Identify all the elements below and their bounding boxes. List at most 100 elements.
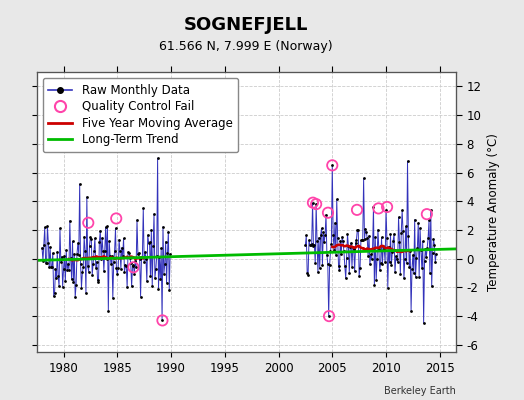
Point xyxy=(88,272,96,278)
Point xyxy=(325,313,333,319)
Point xyxy=(74,251,83,258)
Point xyxy=(338,234,346,240)
Point xyxy=(155,253,163,260)
Point xyxy=(378,260,387,267)
Point xyxy=(364,253,372,259)
Point xyxy=(403,158,412,164)
Point xyxy=(381,259,389,266)
Point xyxy=(44,239,52,246)
Point xyxy=(45,264,53,270)
Point xyxy=(129,262,138,268)
Point xyxy=(48,264,56,270)
Point xyxy=(303,270,311,276)
Point xyxy=(356,264,364,271)
Point xyxy=(156,276,165,282)
Point xyxy=(314,234,323,241)
Point xyxy=(359,175,368,181)
Point xyxy=(408,266,416,272)
Point xyxy=(363,235,372,241)
Point xyxy=(389,238,397,244)
Point xyxy=(149,243,157,249)
Point xyxy=(410,270,418,276)
Point xyxy=(312,201,320,207)
Point xyxy=(428,283,436,290)
Point xyxy=(430,242,439,248)
Point xyxy=(316,232,325,238)
Point xyxy=(387,262,396,268)
Point xyxy=(308,240,316,247)
Point xyxy=(310,241,319,248)
Point xyxy=(71,294,80,300)
Point xyxy=(330,247,339,253)
Point xyxy=(145,239,154,245)
Point xyxy=(376,260,385,267)
Point xyxy=(402,260,411,266)
Point xyxy=(369,204,378,210)
Point xyxy=(78,269,86,276)
Point xyxy=(429,250,437,256)
Point xyxy=(102,224,110,230)
Point xyxy=(136,256,144,263)
Point xyxy=(348,263,356,270)
Point xyxy=(313,238,321,244)
Point xyxy=(366,261,374,268)
Point xyxy=(305,241,314,248)
Point xyxy=(136,293,145,300)
Point xyxy=(86,234,95,240)
Point xyxy=(115,236,123,243)
Point xyxy=(91,235,99,242)
Point xyxy=(407,307,416,314)
Point xyxy=(423,245,431,251)
Point xyxy=(351,268,359,274)
Point xyxy=(324,313,333,319)
Point xyxy=(148,283,157,289)
Point xyxy=(49,293,58,300)
Point xyxy=(396,270,405,277)
Point xyxy=(107,261,115,267)
Point xyxy=(413,244,421,251)
Point xyxy=(141,249,149,255)
Point xyxy=(322,212,330,218)
Point xyxy=(324,210,332,216)
Point xyxy=(301,242,310,248)
Point xyxy=(166,251,174,258)
Point xyxy=(101,248,109,254)
Point xyxy=(98,234,106,241)
Point xyxy=(150,211,158,217)
Point xyxy=(112,215,121,222)
Point xyxy=(419,320,428,326)
Point xyxy=(113,271,122,278)
Point xyxy=(81,248,89,254)
Point xyxy=(100,268,108,274)
Point xyxy=(432,251,440,257)
Point xyxy=(414,220,422,226)
Point xyxy=(47,264,55,270)
Point xyxy=(367,251,375,258)
Point xyxy=(128,263,137,270)
Point xyxy=(321,232,329,238)
Point xyxy=(324,261,332,267)
Point xyxy=(418,265,426,272)
Point xyxy=(64,261,72,267)
Point xyxy=(145,240,153,246)
Point xyxy=(112,265,121,272)
Point xyxy=(60,252,69,259)
Point xyxy=(400,275,408,282)
Point xyxy=(410,216,419,223)
Point xyxy=(353,227,362,233)
Point xyxy=(126,255,134,261)
Point xyxy=(327,240,335,247)
Point xyxy=(309,242,318,249)
Point xyxy=(53,248,61,255)
Point xyxy=(375,246,383,252)
Point xyxy=(421,246,430,252)
Point xyxy=(54,273,62,280)
Point xyxy=(302,232,311,239)
Point xyxy=(95,238,104,245)
Point xyxy=(108,295,117,301)
Point xyxy=(85,242,94,249)
Point xyxy=(74,240,82,246)
Point xyxy=(325,262,334,268)
Point xyxy=(409,252,417,258)
Point xyxy=(151,275,159,281)
